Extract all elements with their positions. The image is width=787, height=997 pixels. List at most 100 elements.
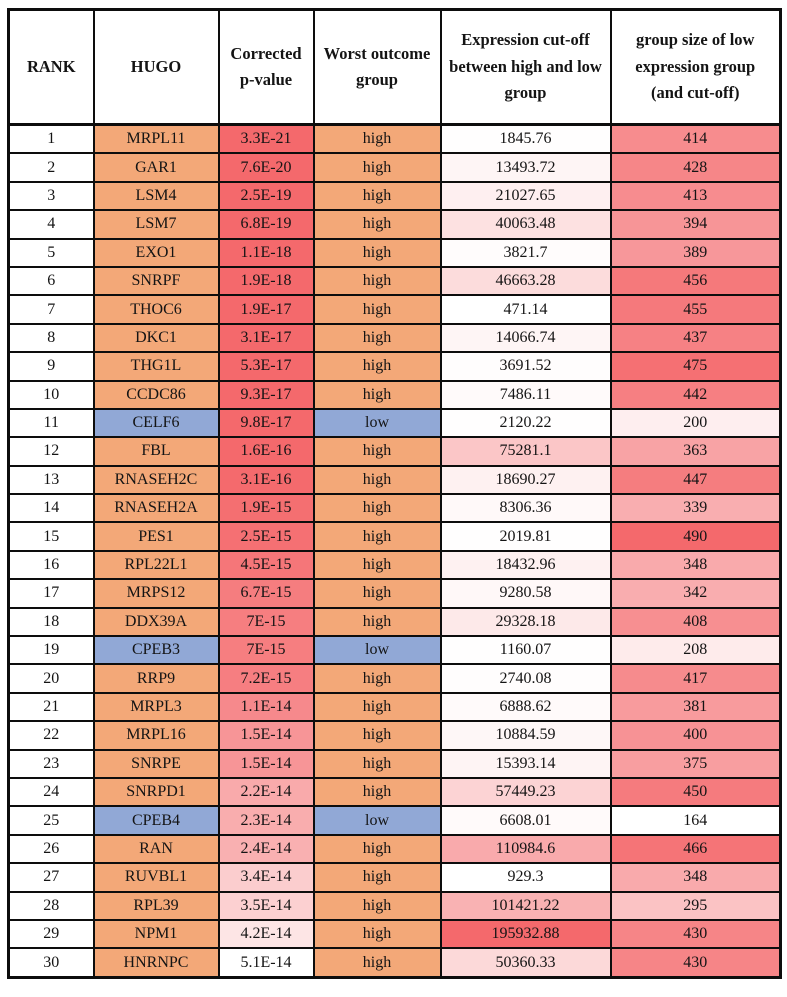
expression_cutoff-cell: 2740.08 [439, 663, 612, 694]
rank-cell: 24 [7, 776, 95, 808]
column-header-hugo: HUGO [92, 8, 220, 126]
column-header-outcome: Worst outcome group [312, 8, 442, 126]
outcome-cell: high [312, 493, 442, 524]
table-row: 16 RPL22L1 4.5E-15 high 18432.96 348 [7, 549, 782, 581]
table-row: 10 CCDC86 9.3E-17 high 7486.11 442 [7, 379, 782, 410]
group_size-cell: 394 [609, 209, 782, 240]
expression_cutoff-cell: 75281.1 [439, 436, 612, 467]
expression_cutoff-cell: 50360.33 [439, 947, 612, 979]
rank-cell: 10 [7, 379, 95, 410]
outcome-cell: high [312, 351, 442, 382]
outcome-cell: high [312, 294, 442, 325]
p_value-cell: 2.3E-14 [217, 805, 315, 836]
outcome-cell: high [312, 123, 442, 155]
group_size-cell: 455 [609, 294, 782, 325]
expression_cutoff-cell: 40063.48 [439, 209, 612, 240]
rank-cell: 6 [7, 265, 95, 297]
group_size-cell: 164 [609, 805, 782, 836]
table-row: 7 THOC6 1.9E-17 high 471.14 455 [7, 294, 782, 325]
p_value-cell: 6.8E-19 [217, 209, 315, 240]
p_value-cell: 3.3E-21 [217, 123, 315, 155]
p_value-cell: 3.4E-14 [217, 862, 315, 893]
expression_cutoff-cell: 929.3 [439, 862, 612, 893]
hugo-cell: THOC6 [92, 294, 220, 325]
expression_cutoff-cell: 18690.27 [439, 464, 612, 496]
column-header-expression_cutoff: Expression cut-off between high and low … [439, 8, 612, 126]
expression_cutoff-cell: 21027.65 [439, 180, 612, 212]
expression_cutoff-cell: 1160.07 [439, 635, 612, 666]
table-body: 1 MRPL11 3.3E-21 high 1845.76 414 2 GAR1 7.6E-20… [7, 123, 782, 979]
outcome-cell: high [312, 464, 442, 496]
table-row: 21 MRPL3 1.1E-14 high 6888.62 381 [7, 691, 782, 723]
expression_cutoff-cell: 7486.11 [439, 379, 612, 410]
p_value-cell: 5.1E-14 [217, 947, 315, 979]
group_size-cell: 430 [609, 947, 782, 979]
p_value-cell: 9.3E-17 [217, 379, 315, 410]
table-row: 14 RNASEH2A 1.9E-15 high 8306.36 339 [7, 493, 782, 524]
p_value-cell: 9.8E-17 [217, 407, 315, 439]
outcome-cell: high [312, 521, 442, 552]
group_size-cell: 363 [609, 436, 782, 467]
outcome-cell: high [312, 180, 442, 212]
rank-cell: 16 [7, 549, 95, 581]
expression_cutoff-cell: 57449.23 [439, 776, 612, 808]
p_value-cell: 1.9E-15 [217, 493, 315, 524]
expression_cutoff-cell: 195932.88 [439, 918, 612, 950]
group_size-cell: 466 [609, 833, 782, 865]
table-row: 19 CPEB3 7E-15 low 1160.07 208 [7, 635, 782, 666]
table-row: 2 GAR1 7.6E-20 high 13493.72 428 [7, 152, 782, 183]
outcome-cell: high [312, 833, 442, 865]
p_value-cell: 2.2E-14 [217, 776, 315, 808]
expression_cutoff-cell: 9280.58 [439, 578, 612, 609]
rank-cell: 15 [7, 521, 95, 552]
group_size-cell: 339 [609, 493, 782, 524]
outcome-cell: low [312, 635, 442, 666]
rank-cell: 22 [7, 720, 95, 751]
table-row: 1 MRPL11 3.3E-21 high 1845.76 414 [7, 123, 782, 155]
table-row: 13 RNASEH2C 3.1E-16 high 18690.27 447 [7, 464, 782, 496]
expression_cutoff-cell: 29328.18 [439, 606, 612, 638]
group_size-cell: 475 [609, 351, 782, 382]
outcome-cell: high [312, 663, 442, 694]
group_size-cell: 348 [609, 862, 782, 893]
table-row: 9 THG1L 5.3E-17 high 3691.52 475 [7, 351, 782, 382]
column-header-p_value: Corrected p-value [217, 8, 315, 126]
hugo-cell: MRPL11 [92, 123, 220, 155]
table-row: 6 SNRPF 1.9E-18 high 46663.28 456 [7, 265, 782, 297]
rank-cell: 11 [7, 407, 95, 439]
p_value-cell: 1.9E-17 [217, 294, 315, 325]
outcome-cell: high [312, 209, 442, 240]
rank-cell: 28 [7, 890, 95, 921]
column-header-group_size: group size of low expression group (and … [609, 8, 782, 126]
table-row: 27 RUVBL1 3.4E-14 high 929.3 348 [7, 862, 782, 893]
rank-cell: 12 [7, 436, 95, 467]
table-header: RANK HUGO Corrected p-value Worst outcome g… [7, 8, 782, 126]
hugo-cell: PES1 [92, 521, 220, 552]
rank-cell: 18 [7, 606, 95, 638]
table-row: 23 SNRPE 1.5E-14 high 15393.14 375 [7, 748, 782, 779]
rank-cell: 19 [7, 635, 95, 666]
expression_cutoff-cell: 10884.59 [439, 720, 612, 751]
p_value-cell: 1.5E-14 [217, 748, 315, 779]
hugo-cell: GAR1 [92, 152, 220, 183]
group_size-cell: 342 [609, 578, 782, 609]
rank-cell: 4 [7, 209, 95, 240]
table-row: 22 MRPL16 1.5E-14 high 10884.59 400 [7, 720, 782, 751]
rank-cell: 26 [7, 833, 95, 865]
table-row: 8 DKC1 3.1E-17 high 14066.74 437 [7, 322, 782, 354]
p_value-cell: 1.1E-14 [217, 691, 315, 723]
group_size-cell: 442 [609, 379, 782, 410]
group_size-cell: 408 [609, 606, 782, 638]
expression_cutoff-cell: 14066.74 [439, 322, 612, 354]
rank-cell: 8 [7, 322, 95, 354]
table-row: 20 RRP9 7.2E-15 high 2740.08 417 [7, 663, 782, 694]
rank-cell: 2 [7, 152, 95, 183]
expression_cutoff-cell: 2019.81 [439, 521, 612, 552]
group_size-cell: 430 [609, 918, 782, 950]
hugo-cell: MRPS12 [92, 578, 220, 609]
hugo-cell: LSM4 [92, 180, 220, 212]
expression_cutoff-cell: 3821.7 [439, 237, 612, 268]
hugo-cell: RNASEH2A [92, 493, 220, 524]
group_size-cell: 200 [609, 407, 782, 439]
